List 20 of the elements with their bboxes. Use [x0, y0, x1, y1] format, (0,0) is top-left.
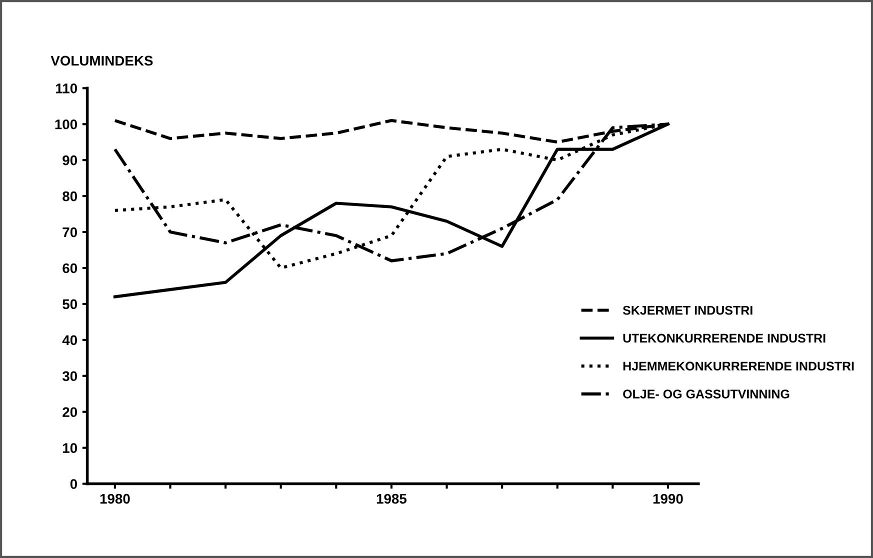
y-tick-label: 10 — [63, 443, 78, 453]
y-tick-label: 0 — [70, 479, 78, 489]
y-tick-label: 70 — [62, 227, 78, 238]
legend-label: HJEMMEKONKURRERENDE INDUSTRI — [623, 362, 854, 371]
y-tick-label: 80 — [62, 191, 78, 202]
y-tick-label: 20 — [62, 407, 78, 418]
legend-label: SKJERMET INDUSTRI — [622, 306, 752, 315]
y-tick-label: 60 — [62, 263, 78, 274]
legend-label: OLJE- OG GASSUTVINNING — [623, 390, 790, 398]
y-tick-label: 110 — [56, 84, 78, 94]
y-tick-label: 30 — [62, 371, 78, 382]
x-tick-label: 1985 — [376, 494, 407, 504]
y-tick-label: 90 — [62, 155, 78, 166]
y-tick-label: 100 — [55, 119, 78, 130]
x-tick-label: 1980 — [100, 494, 130, 504]
y-axis-title: VOLUMINDEKS — [50, 56, 153, 66]
y-tick-label: 40 — [62, 335, 78, 346]
legend-label: UTEKONKURRERENDE INDUSTRI — [623, 334, 826, 343]
x-tick-label: 1990 — [653, 494, 683, 504]
y-tick-label: 50 — [62, 299, 78, 310]
